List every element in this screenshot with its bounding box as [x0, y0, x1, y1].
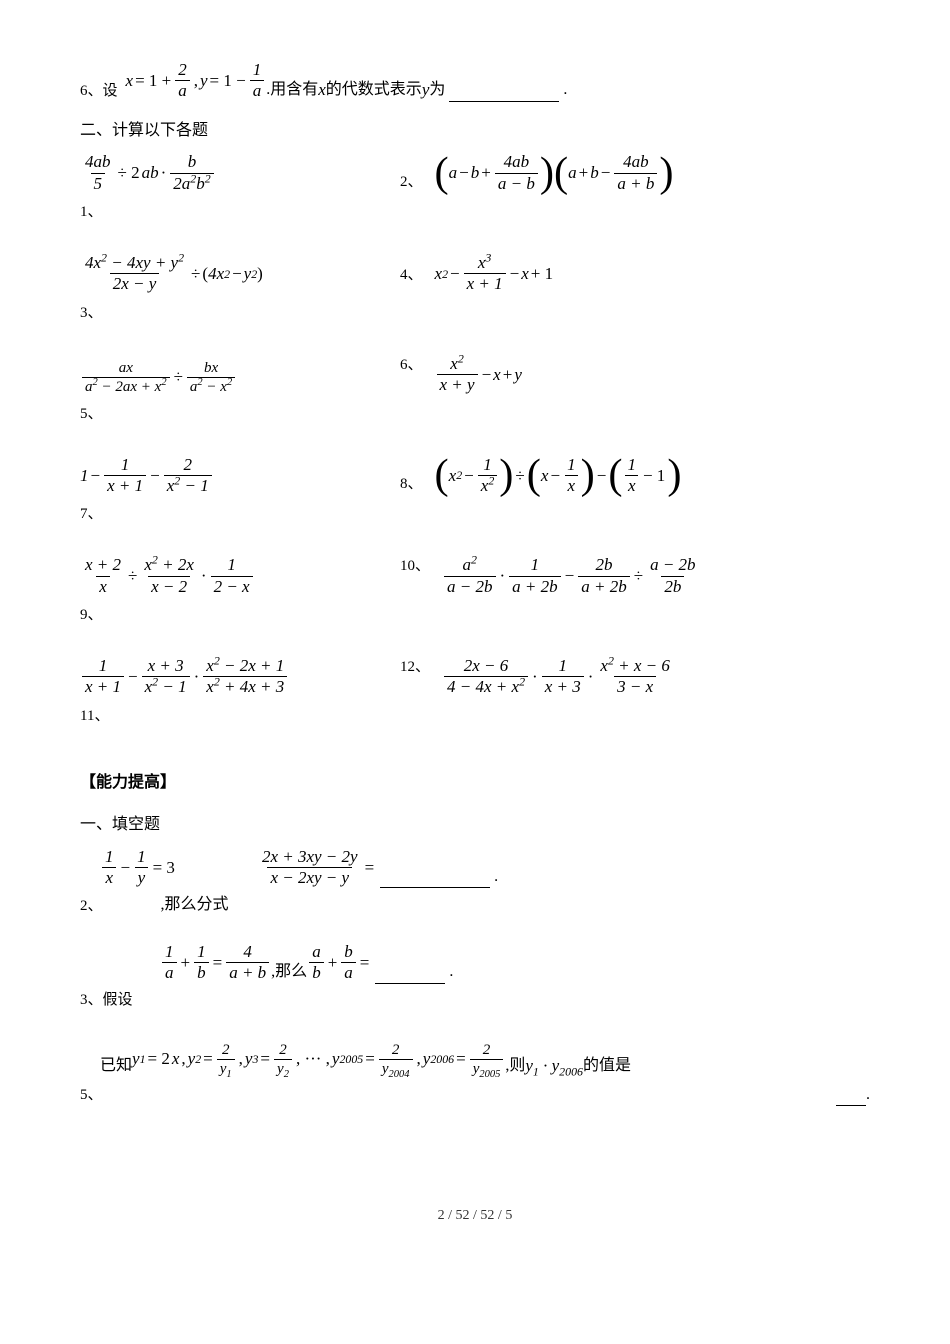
fill3-mid: ,那么 — [271, 961, 307, 983]
q6-label: 6、设 — [80, 81, 126, 102]
expr-9: x + 2x ÷ x2 + 2xx − 2 · 12 − x — [80, 555, 255, 597]
pair-9-10: x + 2x ÷ x2 + 2xx − 2 · 12 − x 10、 a2a −… — [80, 555, 870, 597]
label-9: 9、 — [80, 605, 870, 626]
label-2: 2、 — [400, 174, 431, 190]
fill5-txt2: ,则 — [505, 1055, 525, 1077]
expr-4: x2 − x3x + 1 − x + 1 — [435, 253, 556, 295]
fill3-rhs: ab + ba = — [307, 942, 371, 984]
fill3-dot: . — [449, 961, 453, 983]
fill2-dot: . — [494, 866, 498, 888]
q6-blank — [449, 87, 559, 102]
q6-tail: 的代数式表示 — [326, 79, 422, 101]
q6-y: y — [422, 78, 430, 102]
label-3: 3、 — [80, 303, 870, 324]
label-6: 6、 — [400, 357, 431, 373]
page: 6、设 x = 1 + 2a , y = 1 − 1a .用含有 x 的代数式表… — [0, 0, 950, 1266]
expr-8: ( x2 − 1x2 ) ÷ ( x − 1x ) − ( 1x − 1 ) — [435, 455, 682, 497]
label-12: 12、 — [400, 659, 438, 675]
fill2-rhs: 2x + 3xy − 2y x − 2xy − y = — [257, 847, 376, 889]
fill5-txt3: 的值是 — [583, 1055, 631, 1077]
fill3-lhs: 1a + 1b = 4a + b — [160, 942, 271, 984]
label-4: 4、 — [400, 267, 431, 283]
q6-expr: x = 1 + 2a , y = 1 − 1a — [126, 60, 267, 102]
section-compute: 二、计算以下各题 — [80, 120, 870, 142]
expr-10: a2a − 2b · 1a + 2b − 2ba + 2b ÷ a − 2b2b — [442, 555, 701, 597]
fill3-label: 3、假设 — [80, 990, 870, 1011]
pair-7-8: 1 − 1x + 1 − 2x2 − 1 8、 ( x2 − 1x2 ) ÷ (… — [80, 455, 870, 497]
label-8: 8、 — [400, 476, 431, 492]
question-6: 6、设 x = 1 + 2a , y = 1 − 1a .用含有 x 的代数式表… — [80, 60, 870, 102]
fill5-blank — [836, 1091, 866, 1106]
q6-period: . — [563, 79, 567, 101]
q6-end: 为 — [429, 79, 445, 101]
expr-2: ( a − b + 4aba − b ) ( a + b − 4aba + b … — [435, 152, 674, 194]
pair-3-4: 4x2 − 4xy + y2 2x − y ÷(4x2 − y2) 4、 x2 … — [80, 253, 870, 295]
pair-11-12: 1x + 1 − x + 3x2 − 1 · x2 − 2x + 1x2 + 4… — [80, 656, 870, 698]
ability-section: 【能力提高】 — [80, 772, 870, 794]
q6-mid: .用含有 — [266, 79, 318, 101]
fill-2-label: 2、 ,那么分式 — [80, 894, 870, 916]
label-5: 5、 — [80, 404, 870, 425]
expr-3: 4x2 − 4xy + y2 2x − y ÷(4x2 − y2) — [80, 253, 263, 295]
pair-5-6: axa2 − 2ax + x2 ÷ bxa2 − x2 6、 x2x + y −… — [80, 354, 870, 396]
fill5-txt1: 已知 — [100, 1055, 132, 1077]
fill2-num: 2、 — [80, 896, 111, 917]
label-11: 11、 — [80, 706, 870, 727]
fill5-label: 5、 — [80, 1085, 111, 1106]
expr-1: 4ab5 ÷ 2ab· b2a2b2 — [80, 152, 216, 194]
label-1: 1、 — [80, 202, 870, 223]
expr-5: axa2 − 2ax + x2 ÷ bxa2 − x2 — [80, 359, 237, 396]
fill-5: 已知 y1 = 2x, y2 = 2y1, y3 = 2y2, ··· , y2… — [80, 1041, 870, 1078]
expr-7: 1 − 1x + 1 − 2x2 − 1 — [80, 455, 214, 497]
fill2-blank — [380, 873, 490, 888]
label-7: 7、 — [80, 504, 870, 525]
label-10: 10、 — [400, 558, 438, 574]
fill3-blank — [375, 969, 445, 984]
expr-6: x2x + y − x + y — [435, 354, 522, 396]
expr-11: 1x + 1 − x + 3x2 − 1 · x2 − 2x + 1x2 + 4… — [80, 656, 289, 698]
fill-2-top: 1x − 1y = 3 2x + 3xy − 2y x − 2xy − y = … — [80, 847, 870, 889]
fill-head: 一、填空题 — [80, 814, 870, 836]
page-footer: 2 / 52 / 52 / 5 — [80, 1206, 870, 1226]
fill5-prod: y1 · y2006 — [525, 1054, 583, 1078]
fill5-expr: y1 = 2x, y2 = 2y1, y3 = 2y2, ··· , y2005… — [132, 1041, 505, 1078]
fill2-mid: ,那么分式 — [161, 894, 229, 916]
q6-x: x — [318, 78, 326, 102]
fill-3-expr: 1a + 1b = 4a + b ,那么 ab + ba = . — [80, 942, 870, 984]
fill2-lhs: 1x − 1y = 3 — [100, 847, 177, 889]
fill5-dot: . — [866, 1084, 870, 1106]
pair-1-2: 4ab5 ÷ 2ab· b2a2b2 2、 ( a − b + 4aba − b… — [80, 152, 870, 194]
expr-12: 2x − 64 − 4x + x2 · 1x + 3 · x2 + x − 63… — [442, 656, 675, 698]
